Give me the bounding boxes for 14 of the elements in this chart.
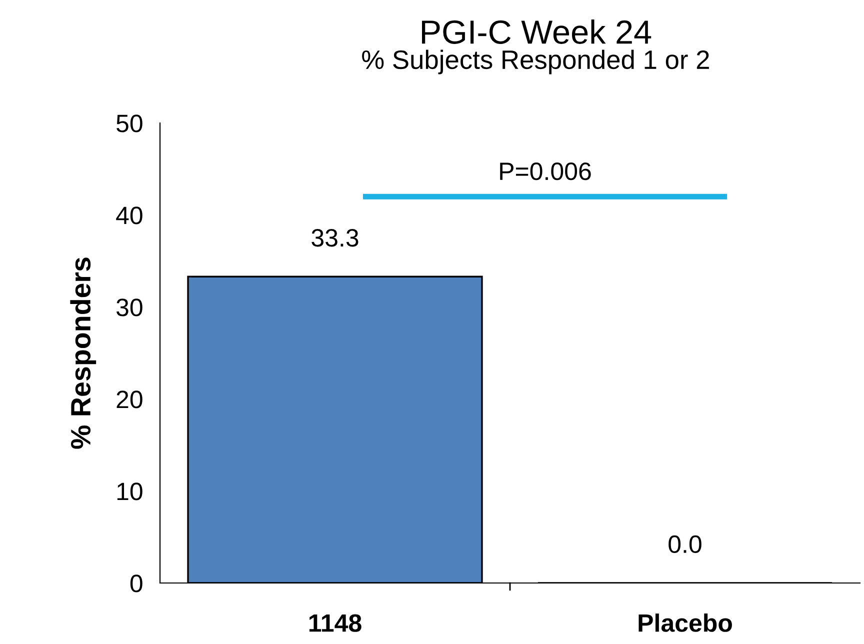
y-axis-title: % Responders [70,258,96,449]
annotation: P=0.006 [500,162,591,180]
y-tick-label: 10 [117,482,142,500]
x-tick-label: Placebo [638,614,732,632]
chart-title: PGI-C Week 24 [422,19,652,44]
text: 0.0 [668,535,702,554]
y-tick-label: 40 [116,206,142,224]
text: 33.3 [312,228,358,247]
y-tick-label: 50 [116,114,142,132]
x-tick-label: 1148 [309,614,362,632]
chart-subtitle: % Subjects Responded 1 or 2 [362,50,709,74]
y-tick-label: 30 [116,298,142,316]
y-tick-label: 0 [130,574,142,592]
y-tick-label: 20 [116,390,142,408]
